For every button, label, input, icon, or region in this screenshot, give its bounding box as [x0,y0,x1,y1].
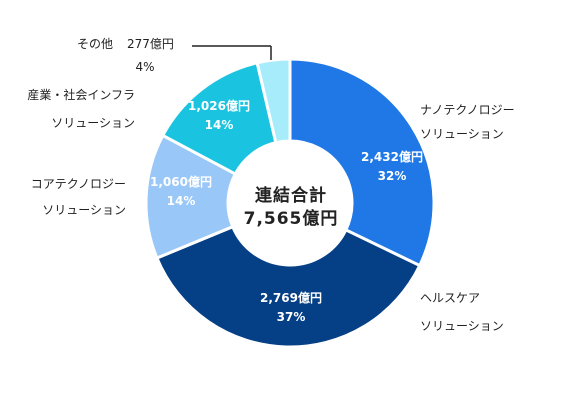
center-title: 連結合計 [255,185,327,206]
category-label: ナノテクノロジー [420,103,515,117]
donut-slice [154,224,422,349]
slice-value-label: 2,432億円 [361,149,423,164]
donut-slice [255,57,292,145]
slice-percent-label: 37% [277,310,306,324]
slice-value-label: 1,060億円 [150,174,212,189]
slice-value-label: 1,026億円 [188,98,250,113]
donut-slice [288,57,436,268]
slice-value-label: 277億円 [127,37,174,51]
category-label: その他 [77,37,113,51]
category-label: ソリューション [42,203,126,217]
category-label: ソリューション [51,116,135,130]
center-total: 7,565億円 [244,208,339,229]
slice-percent-label: 4% [135,60,154,74]
category-label: ソリューション [420,127,504,141]
slice-value-labels: 2,432億円 32% 2,769億円 37% 1,060億円 14% 1,026億円 14% [150,98,423,324]
category-label: ソリューション [420,319,504,333]
category-label: ヘルスケア [420,291,480,305]
slice-percent-label: 32% [378,169,407,183]
category-labels: ナノテクノロジーソリューションヘルスケアソリューションコアテクノロジーソリューシ… [27,37,514,333]
slice-value-label: 2,769億円 [260,290,322,305]
donut-slices [144,57,436,349]
category-label: コアテクノロジー [31,177,126,191]
slice-percent-label: 14% [205,118,234,132]
slice-percent-label: 14% [167,194,196,208]
category-label: 産業・社会インフラ [27,87,135,102]
